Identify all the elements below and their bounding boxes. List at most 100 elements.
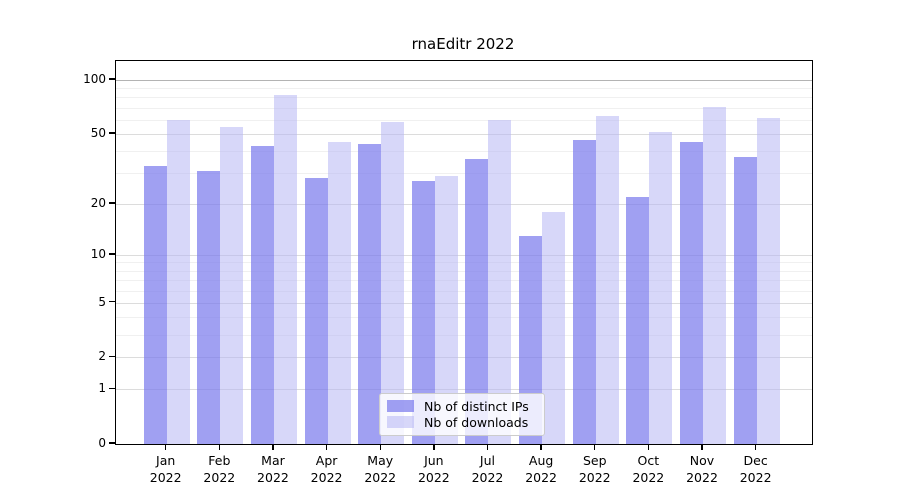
bar-downloads-nov	[703, 106, 726, 444]
legend-swatch-distinct-ips	[387, 400, 414, 412]
bar-distinct-ips-may	[358, 143, 382, 444]
x-tick-year: 2022	[525, 470, 558, 485]
y-tick-label: 100	[83, 71, 106, 86]
x-tick-label-jun: Jun 2022	[402, 452, 466, 486]
bar-distinct-ips-oct	[626, 196, 650, 444]
y-tick-mark	[109, 355, 115, 358]
gridline-minor	[116, 279, 812, 281]
bar-downloads-aug	[542, 211, 566, 444]
bar-downloads-jan	[166, 119, 190, 444]
gridline-major	[116, 389, 812, 391]
x-tick-mark	[540, 444, 542, 450]
gridline-minor	[116, 334, 812, 336]
gridline-minor	[116, 270, 812, 272]
x-tick-year: 2022	[417, 470, 450, 485]
x-tick-year: 2022	[632, 470, 665, 485]
x-tick-mark	[647, 444, 650, 450]
bar-downloads-apr	[327, 142, 351, 444]
y-tick-label: 0	[98, 436, 106, 450]
x-tick-mark	[325, 444, 328, 450]
x-tick-month: Aug	[528, 453, 554, 468]
bar-downloads-oct	[649, 132, 673, 444]
y-tick-label: 10	[90, 246, 106, 261]
y-tick-label: 1	[98, 381, 106, 396]
legend-swatch-downloads	[387, 416, 414, 428]
bar-downloads-jul	[488, 119, 512, 444]
bar-distinct-ips-feb	[197, 170, 221, 444]
x-tick-mark	[165, 444, 167, 450]
x-tick-month: Jan	[156, 453, 176, 468]
gridline-major	[116, 133, 812, 135]
x-tick-year: 2022	[578, 470, 611, 485]
x-tick-label-oct: Oct 2022	[616, 452, 680, 486]
x-tick-month: Dec	[743, 453, 768, 468]
legend-label: Nb of distinct IPs	[424, 398, 529, 414]
gridline-minor	[116, 290, 812, 292]
x-tick-year: 2022	[149, 470, 182, 485]
x-tick-month: Feb	[208, 453, 231, 468]
plot-area	[115, 60, 813, 445]
x-tick-mark	[754, 444, 757, 450]
y-tick-label: 20	[90, 195, 106, 210]
gridline-minor	[116, 317, 812, 319]
legend-label: Nb of downloads	[424, 414, 529, 430]
bar-downloads-may	[381, 122, 405, 444]
x-tick-label-apr: Apr 2022	[295, 452, 359, 486]
x-tick-year: 2022	[310, 470, 343, 485]
y-tick-mark	[109, 442, 115, 444]
legend: Nb of distinct IPs Nb of downloads	[379, 393, 545, 436]
x-tick-label-mar: Mar 2022	[241, 452, 305, 486]
gridline-minor	[116, 107, 812, 109]
bar-downloads-mar	[273, 95, 297, 444]
gridline-major	[116, 254, 812, 256]
bar-distinct-ips-nov	[680, 142, 703, 444]
x-tick-label-feb: Feb 2022	[187, 452, 251, 486]
y-tick-mark	[109, 202, 115, 204]
y-tick-label: 5	[98, 294, 106, 309]
y-tick-mark	[109, 78, 115, 80]
gridline-minor	[116, 119, 812, 121]
x-tick-month: Jun	[424, 453, 444, 468]
x-tick-month: Apr	[315, 453, 338, 468]
x-tick-month: Mar	[261, 453, 285, 468]
y-tick-label: 2	[98, 349, 106, 364]
x-tick-mark	[379, 444, 381, 450]
bar-downloads-sep	[595, 115, 619, 444]
bar-distinct-ips-dec	[733, 157, 757, 444]
y-tick-mark	[109, 300, 115, 303]
x-tick-month: Jul	[479, 453, 496, 468]
x-tick-mark	[701, 444, 703, 450]
x-tick-label-may: May 2022	[348, 452, 412, 486]
chart-title: rnaEditr 2022	[411, 35, 515, 53]
gridline-minor	[116, 97, 812, 99]
legend-item-downloads: Nb of downloads	[387, 414, 537, 430]
x-tick-year: 2022	[739, 470, 772, 485]
gridline-minor	[116, 262, 812, 264]
bar-distinct-ips-jan	[143, 165, 167, 444]
x-tick-label-jul: Jul 2022	[455, 452, 519, 486]
y-tick-mark	[109, 387, 115, 390]
x-tick-label-jan: Jan 2022	[134, 452, 198, 486]
x-tick-mark	[272, 444, 274, 450]
y-tick-mark	[109, 132, 115, 134]
x-tick-year: 2022	[471, 470, 504, 485]
x-tick-year: 2022	[203, 470, 236, 485]
bar-distinct-ips-mar	[250, 145, 274, 444]
y-tick-label: 50	[90, 125, 106, 140]
bar-downloads-feb	[220, 126, 244, 444]
gridline-major	[116, 203, 812, 205]
legend-item-distinct-ips: Nb of distinct IPs	[387, 398, 537, 414]
bar-downloads-jun	[434, 175, 458, 444]
bar-distinct-ips-sep	[572, 140, 596, 444]
gridline-minor	[116, 88, 812, 90]
gridline-major	[116, 79, 812, 81]
x-tick-year: 2022	[686, 470, 718, 485]
x-tick-mark	[433, 444, 435, 450]
bar-distinct-ips-apr	[304, 178, 328, 444]
x-tick-mark	[218, 444, 221, 450]
x-tick-month: Oct	[637, 453, 660, 468]
gridline-minor	[116, 173, 812, 175]
x-tick-label-dec: Dec 2022	[724, 452, 788, 486]
x-tick-year: 2022	[364, 470, 397, 485]
